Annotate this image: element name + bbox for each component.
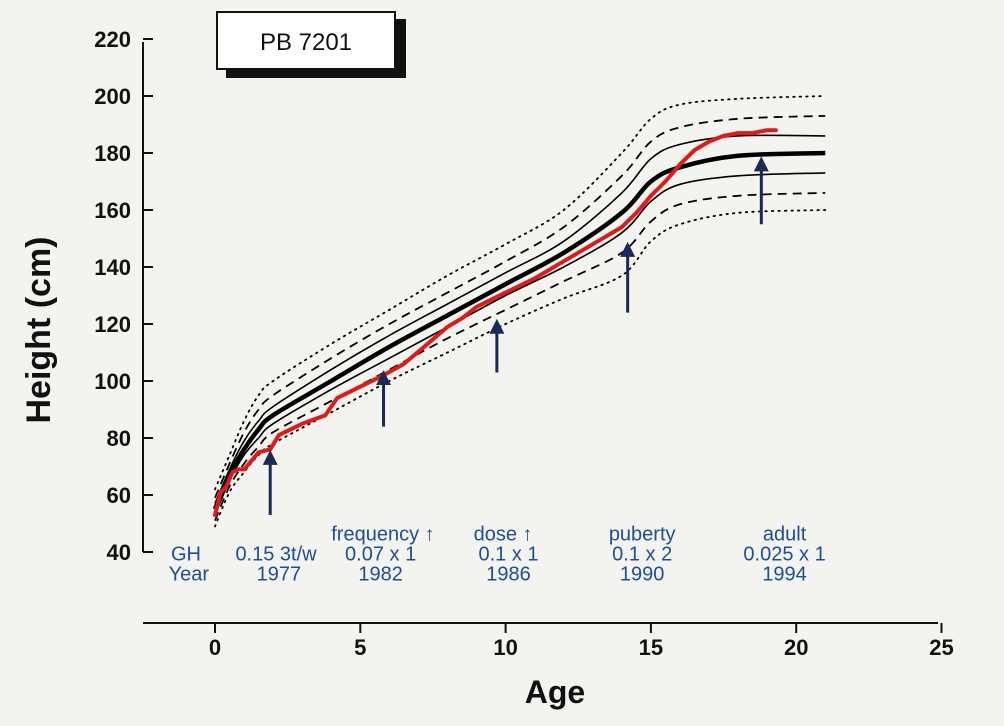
annotation-label: 1986 (486, 563, 531, 585)
annotation-label: Year (169, 563, 210, 585)
y-tick-label: 160 (94, 198, 131, 223)
title-box: PB 7201 (216, 11, 406, 78)
annotation-label: 0.1 x 2 (612, 543, 672, 565)
y-tick-label: 200 (94, 84, 131, 109)
y-tick-label: 100 (94, 369, 131, 394)
y-tick-label: 120 (94, 312, 131, 337)
x-tick-label: 10 (493, 635, 517, 660)
y-tick-label: 180 (94, 141, 131, 166)
x-tick-label: 15 (639, 635, 663, 660)
reference-curves (212, 95, 827, 528)
annotation-label: 0.07 x 1 (345, 543, 416, 565)
annotation-label: 0.1 x 1 (478, 543, 538, 565)
reference-curve-bold (212, 150, 826, 511)
annotation-label: 1982 (358, 563, 403, 585)
reference-curve-dotted (214, 209, 827, 528)
y-tick-label: 80 (107, 426, 131, 451)
y-tick-label: 40 (107, 540, 131, 565)
y-ticks: 40 60 80 100 120 140 160 180 200 220 (94, 27, 153, 565)
reference-curve-solid (214, 134, 826, 504)
treatment-arrows (262, 156, 769, 515)
x-tick-label: 0 (209, 635, 221, 660)
annotation-label: GH (171, 543, 201, 565)
annotation-label: frequency ↑ (331, 523, 434, 545)
annotation-label: 0.15 3t/w (235, 543, 317, 565)
reference-curve-dashed (214, 192, 826, 521)
annotation-label: puberty (609, 523, 676, 545)
annotation-label: 1994 (762, 563, 807, 585)
annotation-label: 1990 (620, 563, 665, 585)
x-ticks: 0 5 10 15 20 25 (209, 623, 954, 660)
title-box-frame (216, 11, 396, 70)
y-axis-title: Height (cm) (20, 237, 58, 424)
x-tick-label: 5 (354, 635, 366, 660)
annotation-label: adult (763, 523, 807, 545)
patient-height-line (213, 128, 778, 517)
annotation-label: 1977 (257, 563, 302, 585)
treatment-annotations: frequency ↑ dose ↑ puberty adult GH 0.15 3t/w… (169, 523, 826, 585)
y-tick-label: 140 (94, 255, 131, 280)
x-tick-label: 20 (784, 635, 808, 660)
y-tick-label: 60 (107, 483, 131, 508)
annotation-label: dose ↑ (474, 523, 533, 545)
chart-title: PB 7201 (260, 29, 352, 56)
annotation-label: 0.025 x 1 (743, 543, 825, 565)
patient-series (213, 128, 778, 517)
reference-curve-dashed (214, 115, 826, 499)
x-tick-label: 25 (929, 635, 953, 660)
y-tick-label: 220 (94, 27, 131, 52)
reference-curve-dotted (214, 95, 827, 491)
reference-curve-solid (214, 172, 826, 516)
x-axis-title: Age (525, 674, 585, 710)
